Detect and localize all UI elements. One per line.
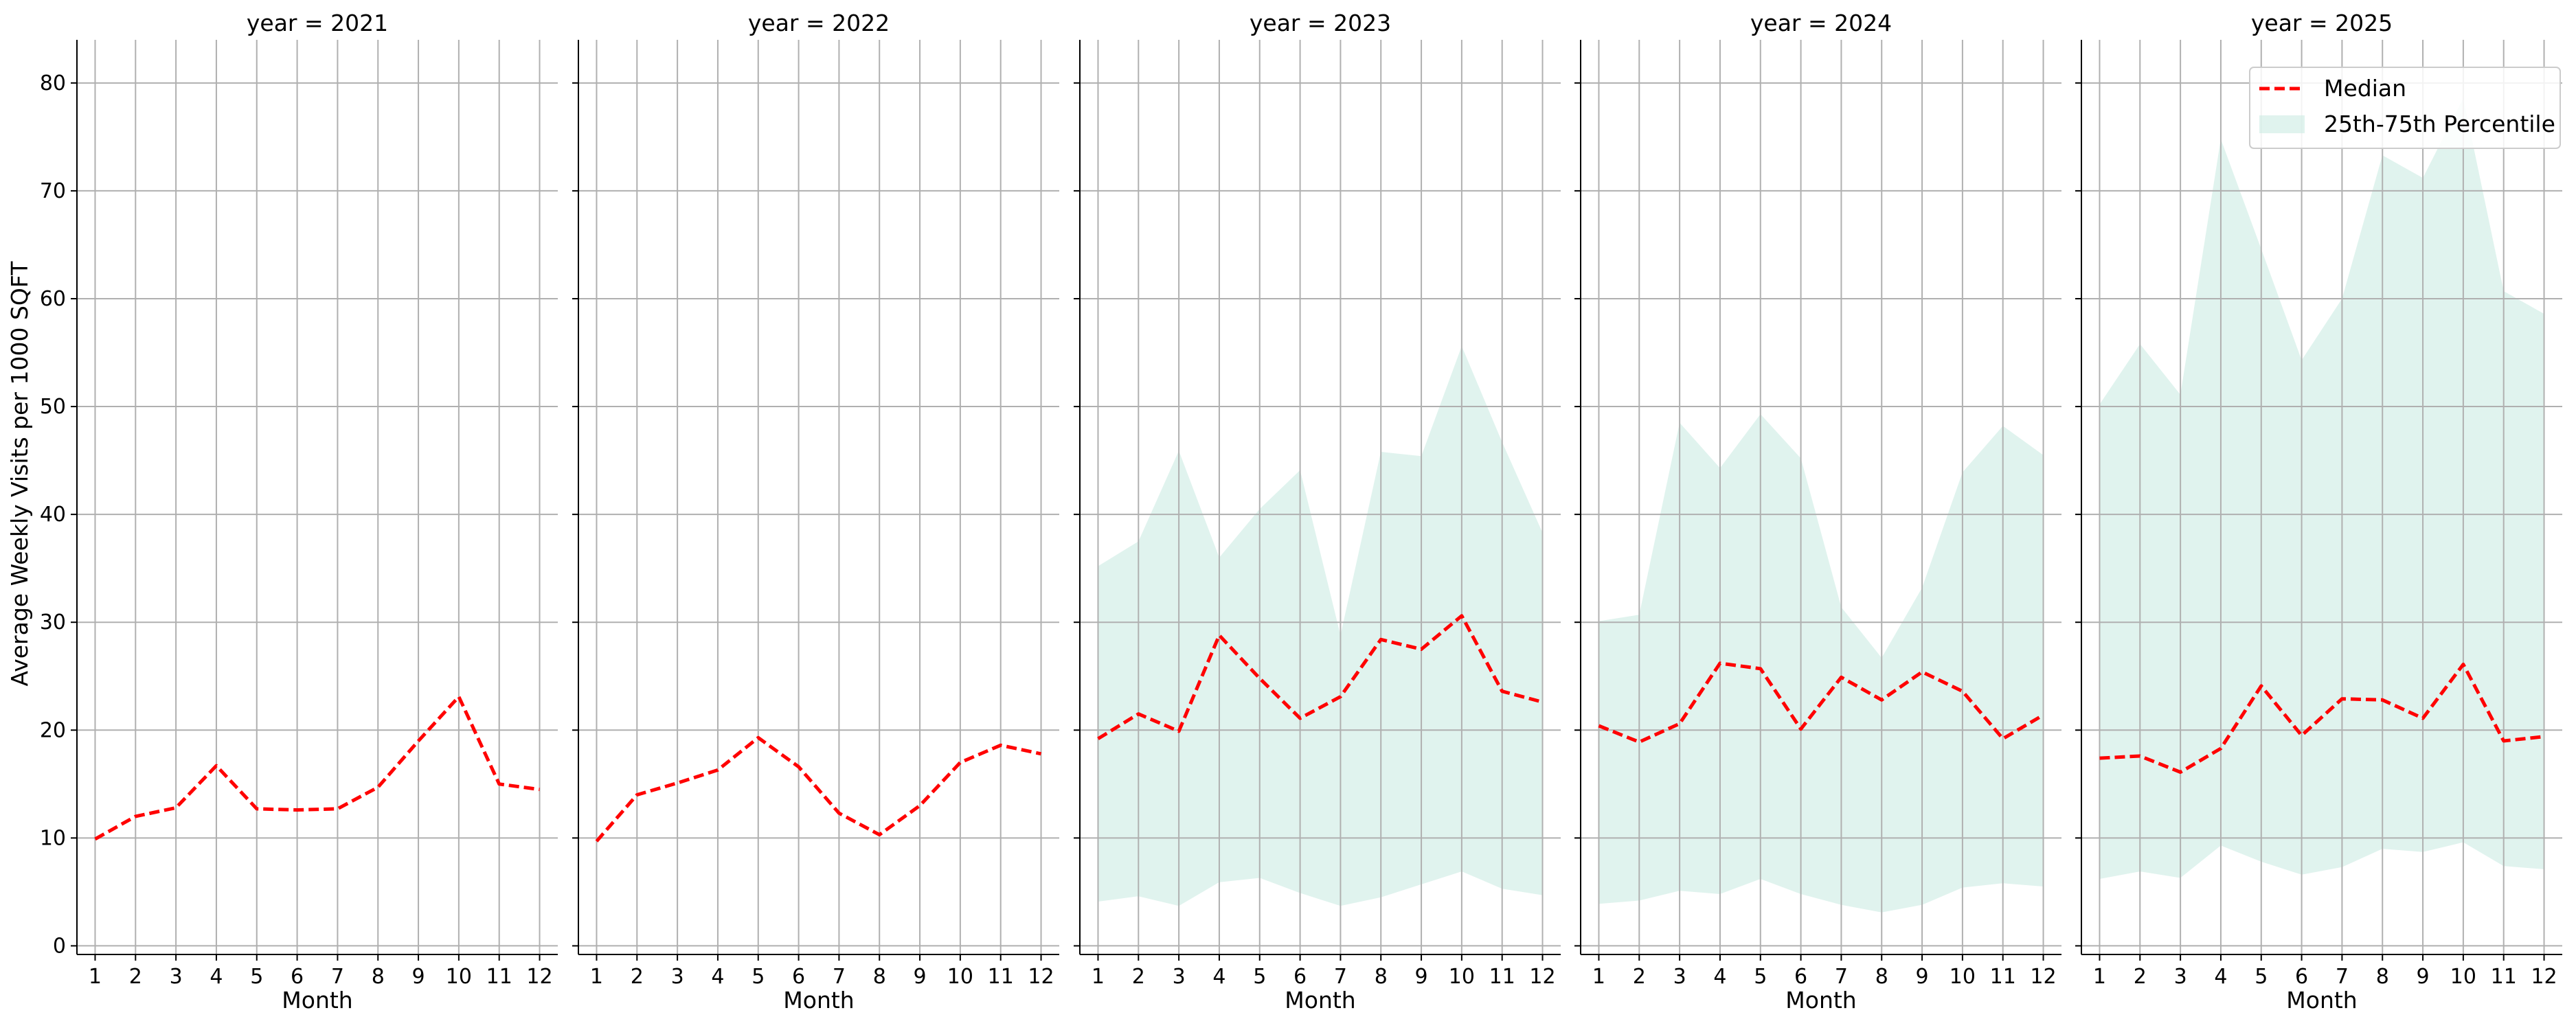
- x-tick-label: 2: [1633, 965, 1646, 989]
- x-tick-label: 12: [1028, 965, 1054, 989]
- median-line: [1097, 614, 1544, 740]
- panel-title: year = 2023: [1250, 10, 1391, 36]
- x-tick-label: 12: [1529, 965, 1555, 989]
- x-tick-label: 12: [2531, 965, 2557, 989]
- x-tick-label: 10: [446, 965, 472, 989]
- x-tick-label: 11: [1990, 965, 2016, 989]
- y-tick-label: 70: [40, 179, 66, 203]
- x-tick-label: 3: [671, 965, 684, 989]
- x-tick-label: 9: [412, 965, 425, 989]
- x-tick-label: 2: [631, 965, 644, 989]
- x-axis-label: Month: [2286, 987, 2357, 1014]
- x-tick-label: 8: [1375, 965, 1388, 989]
- x-tick-label: 2: [1132, 965, 1145, 989]
- x-tick-label: 3: [1173, 965, 1186, 989]
- x-tick-label: 5: [250, 965, 263, 989]
- y-tick-label: 30: [40, 610, 66, 634]
- y-tick-label: 60: [40, 287, 66, 311]
- panel-title: year = 2021: [247, 10, 388, 36]
- y-tick-label: 10: [40, 826, 66, 850]
- x-tick-label: 11: [1489, 965, 1515, 989]
- y-tick-label: 50: [40, 395, 66, 419]
- percentile-band: [1598, 414, 2044, 913]
- legend-median-label: Median: [2324, 75, 2406, 102]
- median-line: [94, 695, 540, 841]
- x-tick-label: 1: [89, 965, 102, 989]
- x-tick-label: 11: [2491, 965, 2517, 989]
- x-tick-label: 7: [1334, 965, 1347, 989]
- percentile-band: [1098, 346, 1543, 906]
- x-tick-label: 4: [2214, 965, 2227, 989]
- x-tick-label: 11: [988, 965, 1014, 989]
- y-tick-label: 0: [53, 934, 66, 958]
- legend-band-swatch: [2259, 115, 2305, 133]
- x-tick-label: 1: [2093, 965, 2106, 989]
- x-axis-label: Month: [1285, 987, 1355, 1014]
- x-tick-label: 2: [2134, 965, 2147, 989]
- x-axis-label: Month: [783, 987, 854, 1014]
- x-tick-label: 5: [752, 965, 765, 989]
- x-tick-label: 12: [2030, 965, 2056, 989]
- x-tick-label: 4: [1713, 965, 1726, 989]
- x-tick-label: 10: [1449, 965, 1475, 989]
- x-tick-label: 6: [792, 965, 805, 989]
- x-axis-label: Month: [282, 987, 352, 1014]
- x-axis-label: Month: [1785, 987, 1856, 1014]
- y-tick-label: 40: [40, 503, 66, 527]
- x-tick-label: 8: [2376, 965, 2389, 989]
- legend-band-label: 25th-75th Percentile: [2324, 111, 2555, 137]
- y-tick-label: 80: [40, 71, 66, 95]
- x-tick-label: 7: [331, 965, 344, 989]
- x-tick-label: 1: [1592, 965, 1605, 989]
- median-line: [2099, 663, 2544, 774]
- x-tick-label: 9: [914, 965, 927, 989]
- x-tick-label: 12: [526, 965, 552, 989]
- x-tick-label: 7: [833, 965, 846, 989]
- x-tick-label: 8: [1875, 965, 1888, 989]
- x-tick-label: 9: [1415, 965, 1428, 989]
- x-tick-label: 3: [2174, 965, 2187, 989]
- x-tick-label: 10: [2450, 965, 2476, 989]
- x-tick-label: 9: [2417, 965, 2430, 989]
- x-tick-label: 11: [486, 965, 512, 989]
- x-tick-label: 6: [2295, 965, 2308, 989]
- x-tick-label: 7: [2336, 965, 2349, 989]
- x-tick-label: 8: [873, 965, 886, 989]
- x-tick-label: 6: [1293, 965, 1307, 989]
- x-tick-label: 2: [129, 965, 142, 989]
- x-tick-label: 8: [372, 965, 385, 989]
- x-tick-label: 5: [1253, 965, 1266, 989]
- x-tick-label: 3: [1673, 965, 1686, 989]
- x-tick-label: 9: [1916, 965, 1929, 989]
- x-tick-label: 10: [947, 965, 973, 989]
- panel-title: year = 2022: [748, 10, 890, 36]
- x-tick-label: 10: [1950, 965, 1976, 989]
- x-tick-label: 3: [170, 965, 183, 989]
- x-tick-label: 4: [1212, 965, 1225, 989]
- x-tick-label: 1: [1092, 965, 1105, 989]
- legend-box: [2249, 67, 2561, 149]
- median-line: [595, 735, 1042, 843]
- x-tick-label: 6: [291, 965, 304, 989]
- panel-title: year = 2024: [1750, 10, 1892, 36]
- x-tick-label: 7: [1835, 965, 1848, 989]
- x-tick-label: 4: [711, 965, 724, 989]
- percentile-band: [2099, 98, 2544, 879]
- median-line: [1598, 661, 2044, 744]
- x-tick-label: 1: [590, 965, 603, 989]
- y-axis-label: Average Weekly Visits per 1000 SQFT: [6, 261, 33, 687]
- y-tick-label: 20: [40, 718, 66, 742]
- x-tick-label: 4: [210, 965, 223, 989]
- x-tick-label: 6: [1794, 965, 1807, 989]
- x-tick-label: 5: [2255, 965, 2268, 989]
- panel-title: year = 2025: [2251, 10, 2393, 36]
- x-tick-label: 5: [1754, 965, 1767, 989]
